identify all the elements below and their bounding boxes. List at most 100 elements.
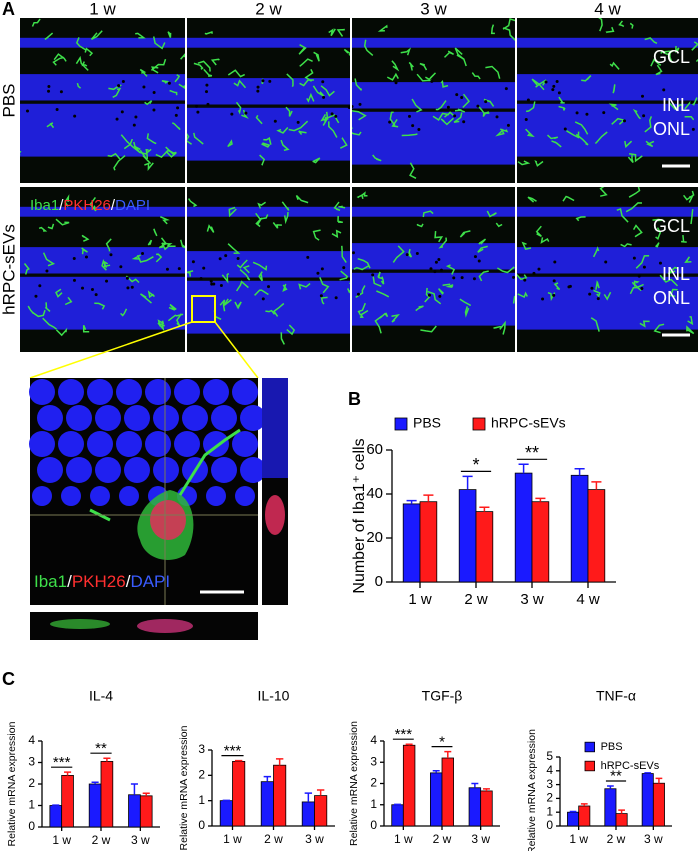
microglia: [611, 117, 626, 125]
error-bar: [316, 789, 325, 796]
bar: [570, 474, 589, 583]
y-tick-label: 5: [546, 749, 553, 763]
nucleus-void: [84, 255, 88, 259]
nuclear-layer: [517, 103, 698, 157]
inset-nucleus: [145, 431, 171, 457]
microglia: [527, 196, 537, 203]
microglia: [38, 226, 48, 232]
error-bar: [64, 771, 72, 776]
nucleus-void: [356, 292, 360, 296]
microglia: [299, 58, 313, 67]
microglia: [644, 37, 658, 44]
microglia: [44, 302, 51, 312]
microglia: [435, 100, 447, 111]
chart-title: IL-4: [89, 688, 113, 704]
micrograph: [187, 187, 350, 352]
layer-label: GCL: [653, 47, 690, 67]
microglia: [525, 128, 535, 138]
microglia: [603, 291, 612, 301]
panel-label: B: [348, 389, 361, 409]
microglia: [169, 89, 178, 96]
error-bar: [618, 809, 625, 814]
microglia: [442, 283, 451, 286]
nucleus-void: [371, 273, 375, 277]
microglia: [558, 105, 566, 111]
inset-bottom-cell: [137, 619, 193, 633]
y-tick-label: 3: [198, 742, 205, 756]
microglia: [502, 27, 515, 41]
microglia: [553, 282, 561, 291]
error-bar: [406, 499, 417, 504]
microglia: [313, 51, 320, 62]
nucleus-void: [453, 114, 457, 118]
bar: [429, 772, 443, 827]
microglia: [339, 136, 348, 149]
legend-label: PBS: [413, 415, 441, 431]
microglia: [624, 140, 633, 149]
microglia: [167, 313, 184, 322]
microglia: [263, 137, 272, 145]
nucleus-void: [430, 79, 434, 83]
nucleus-void: [117, 84, 121, 88]
microglia: [422, 210, 434, 218]
microglia: [594, 131, 608, 145]
bar: [587, 489, 606, 583]
y-tick-label: 4: [28, 733, 35, 747]
microglia: [336, 28, 345, 37]
microglia: [178, 83, 185, 90]
microglia: [453, 112, 463, 123]
significance-label: **: [610, 768, 622, 785]
microglia: [620, 243, 632, 248]
nucleus-void: [495, 115, 499, 119]
microglia: [655, 242, 660, 248]
microglia: [392, 245, 405, 263]
microglia: [353, 264, 370, 271]
microglia: [241, 109, 249, 119]
microglia: [372, 276, 382, 287]
microglia: [327, 114, 340, 124]
microglia: [664, 50, 673, 63]
microglia: [667, 266, 678, 275]
microglia: [409, 162, 417, 179]
y-tick-label: 2: [370, 776, 377, 790]
microglia: [161, 242, 173, 247]
microglia: [44, 32, 54, 41]
nucleus-void: [73, 114, 77, 118]
stain-part: DAPI: [130, 572, 170, 591]
microglia: [55, 327, 68, 337]
inset-nucleus: [240, 405, 266, 431]
microglia: [352, 110, 367, 121]
microglia: [625, 202, 643, 213]
microglia: [257, 201, 267, 209]
legend-label: hRPC-sEVs: [491, 415, 566, 431]
microglia: [23, 263, 30, 275]
microglia: [123, 139, 133, 150]
significance-label: *: [472, 455, 479, 475]
microglia: [187, 270, 194, 277]
microglia: [535, 225, 542, 237]
microglia: [400, 47, 412, 56]
nuclear-layer: [517, 37, 698, 48]
y-tick-label: 4: [370, 733, 377, 747]
inset-nucleus: [232, 431, 258, 457]
nuclear-layer: [187, 206, 350, 217]
nucleus-void: [347, 105, 350, 109]
nucleus-void: [358, 102, 362, 106]
nucleus-void: [296, 120, 300, 124]
microglia: [103, 260, 111, 268]
x-tick-label: 2 w: [92, 833, 111, 847]
nucleus-void: [132, 123, 136, 127]
y-tick-label: 1: [28, 798, 35, 812]
nucleus-void: [640, 94, 644, 98]
microglia: [298, 44, 307, 55]
nuclear-layer: [20, 276, 185, 330]
nuclear-layer: [20, 103, 185, 157]
bar: [419, 501, 438, 583]
microglia: [629, 22, 634, 29]
microglia: [42, 252, 56, 267]
microglia: [357, 302, 366, 316]
microglia: [255, 115, 263, 125]
microglia: [391, 314, 400, 323]
bar: [88, 783, 102, 828]
microglia: [659, 274, 679, 287]
